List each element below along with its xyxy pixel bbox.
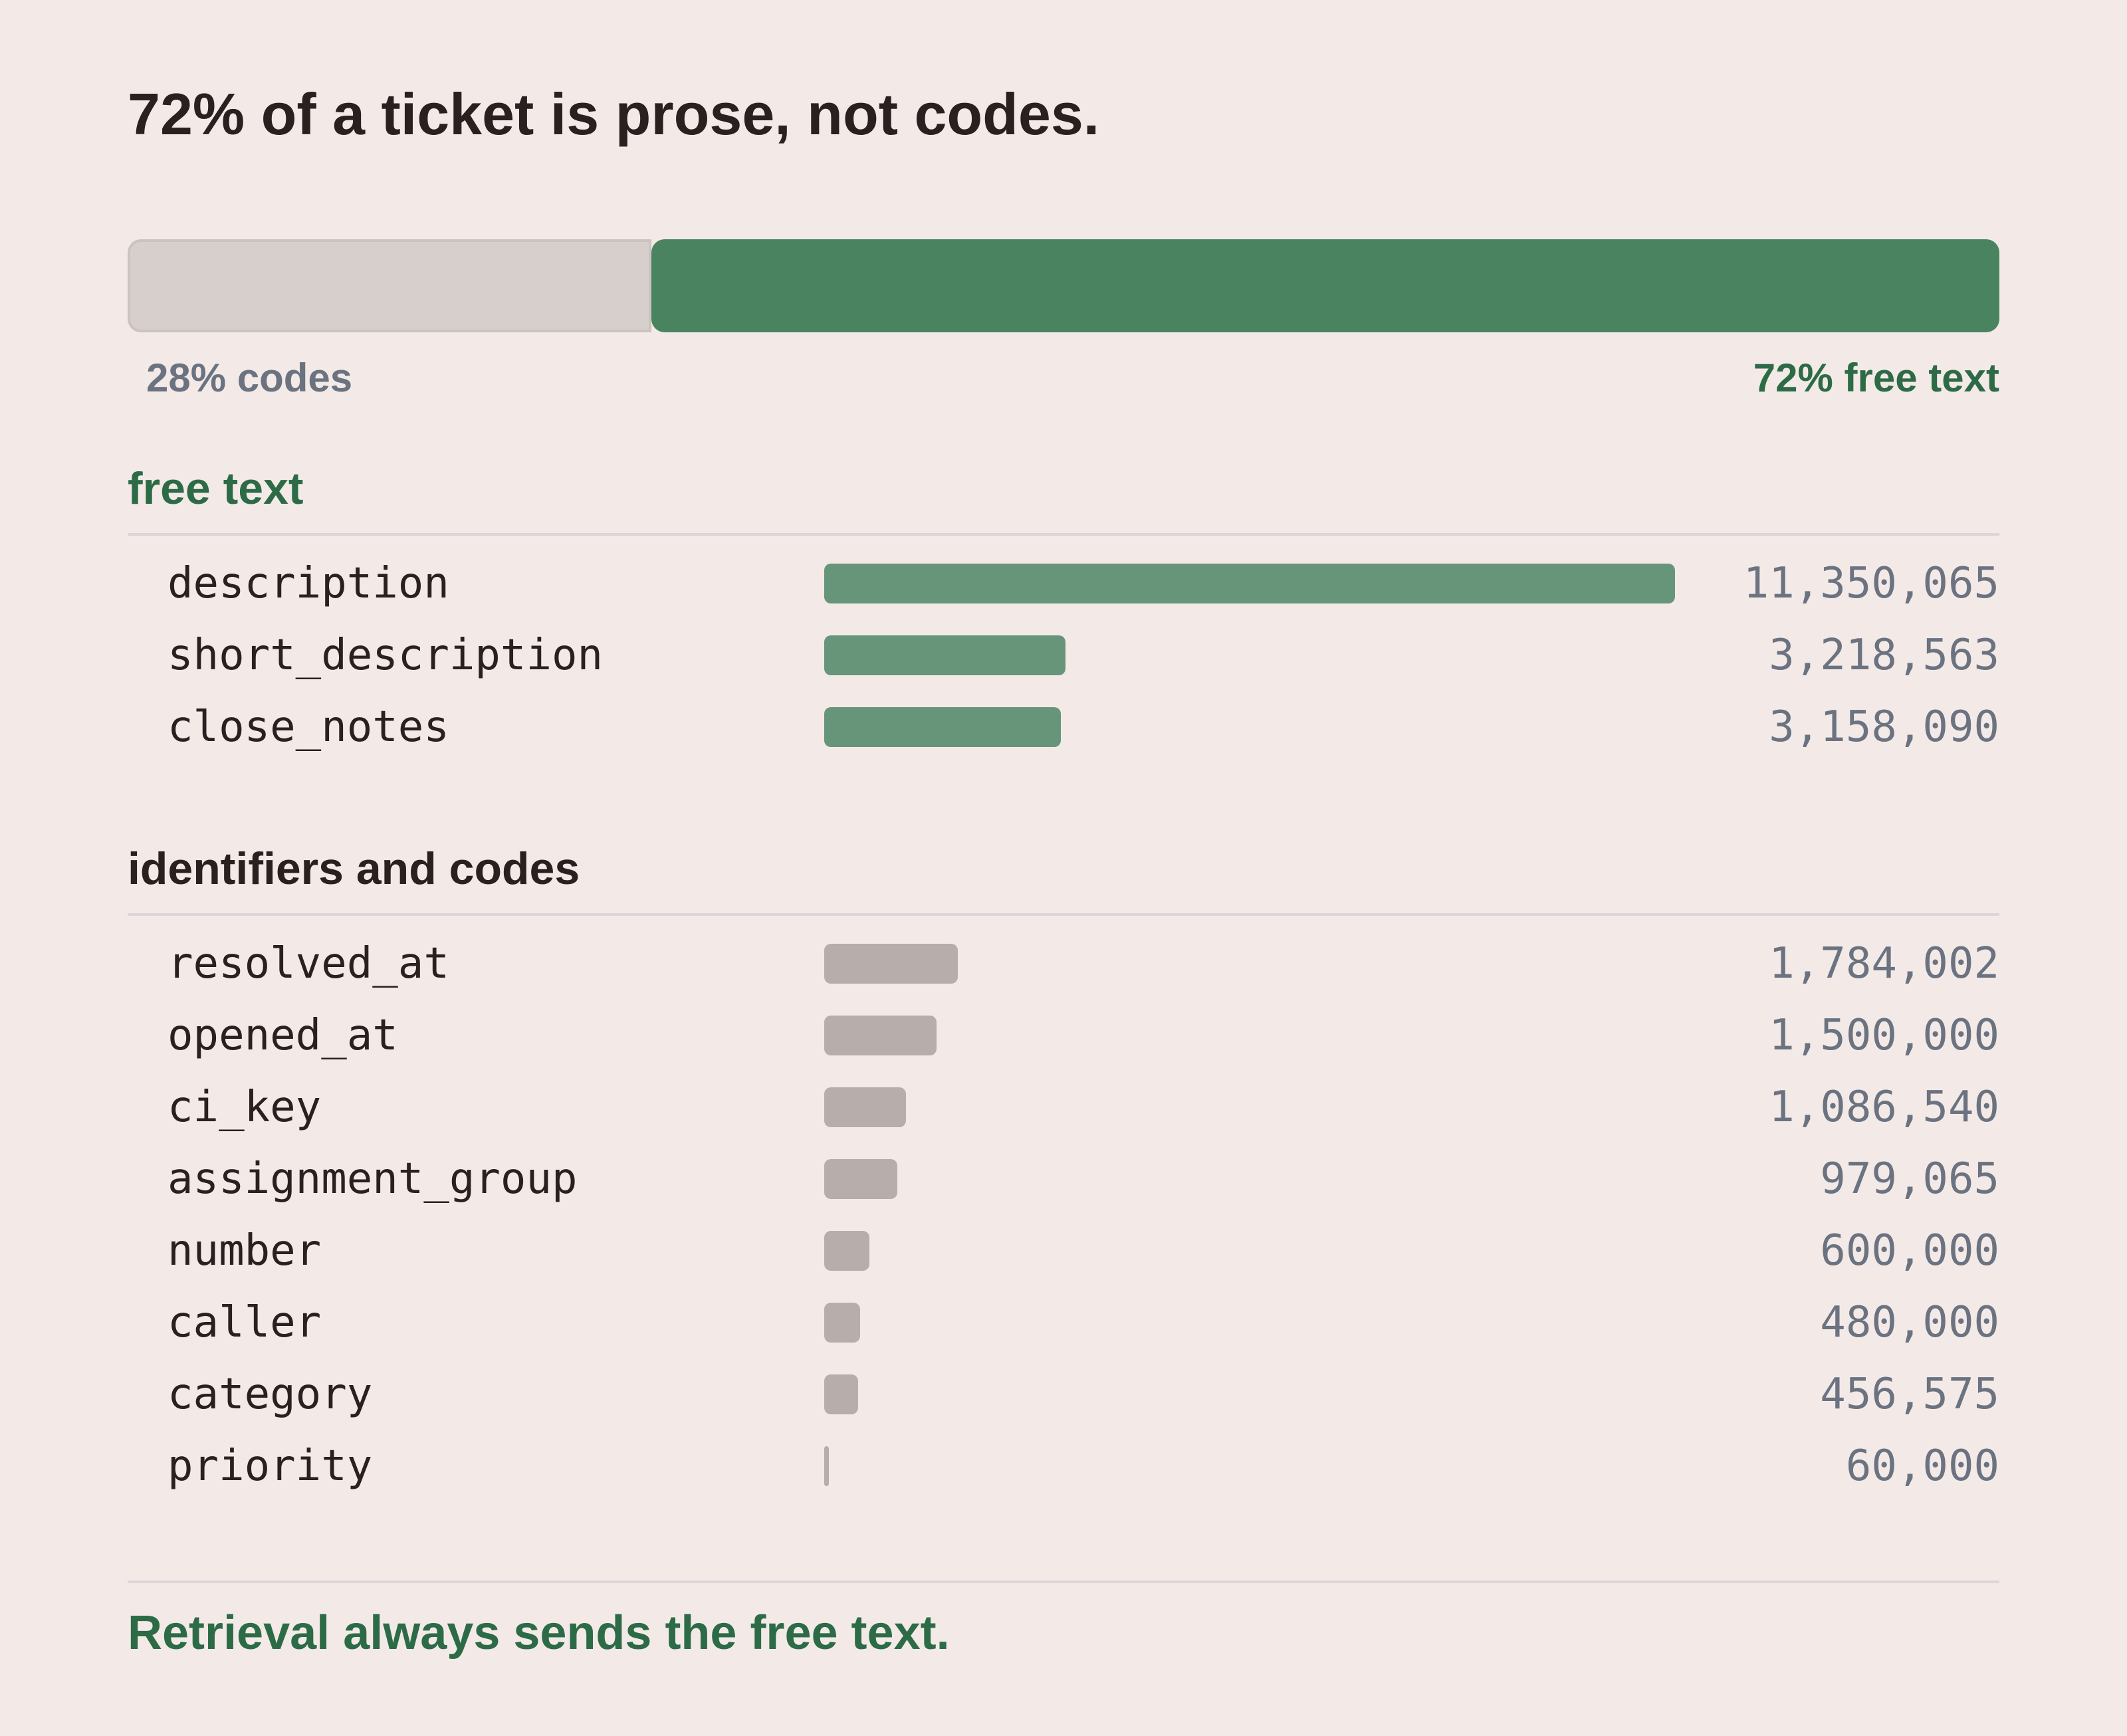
field-bar	[824, 944, 958, 984]
footer-takeaway: Retrieval always sends the free text.	[128, 1606, 950, 1660]
field-name: category	[168, 1370, 373, 1419]
field-row-caller: caller 480,000	[128, 1287, 1999, 1358]
field-value: 3,158,090	[1769, 703, 1999, 752]
field-value: 600,000	[1820, 1226, 1999, 1275]
field-bar	[824, 1374, 858, 1414]
field-name: caller	[168, 1298, 322, 1347]
field-bar	[824, 635, 1065, 675]
field-value: 1,784,002	[1769, 939, 1999, 988]
field-bar	[824, 707, 1061, 747]
field-name: resolved_at	[168, 939, 449, 988]
field-row-ci-key: ci_key 1,086,540	[128, 1071, 1999, 1143]
field-value: 456,575	[1820, 1370, 1999, 1419]
field-name: assignment_group	[168, 1154, 578, 1204]
field-bar	[824, 1446, 829, 1486]
field-row-opened-at: opened_at 1,500,000	[128, 1000, 1999, 1071]
field-value: 11,350,065	[1743, 559, 1999, 608]
field-bar	[824, 1231, 869, 1271]
field-bar	[824, 1087, 906, 1127]
group-title-identifiers-and-codes: identifiers and codes	[128, 843, 580, 894]
field-value: 3,218,563	[1769, 631, 1999, 680]
field-row-resolved-at: resolved_at 1,784,002	[128, 928, 1999, 1000]
field-bar	[824, 1016, 937, 1055]
field-name: opened_at	[168, 1011, 398, 1060]
split-label-codes: 28% codes	[146, 356, 353, 400]
field-name: short_description	[168, 631, 604, 680]
field-value: 979,065	[1820, 1154, 1999, 1204]
field-bar	[824, 564, 1675, 603]
field-row-close-notes: close_notes 3,158,090	[128, 691, 1999, 763]
field-row-description: description 11,350,065	[128, 548, 1999, 619]
chart-title: 72% of a ticket is prose, not codes.	[128, 81, 1100, 147]
field-row-category: category 456,575	[128, 1358, 1999, 1430]
field-name: priority	[168, 1442, 373, 1491]
field-name: description	[168, 559, 449, 608]
field-row-priority: priority 60,000	[128, 1430, 1999, 1502]
footer-divider	[128, 1580, 1999, 1583]
field-name: number	[168, 1226, 322, 1275]
split-segment-codes	[128, 239, 651, 332]
field-bar	[824, 1159, 897, 1199]
identifier-field-rows: resolved_at 1,784,002 opened_at 1,500,000 ci…	[128, 928, 1999, 1502]
field-value: 1,500,000	[1769, 1011, 1999, 1060]
field-value: 60,000	[1845, 1442, 1999, 1491]
free-text-field-rows: description 11,350,065 short_description 3,…	[128, 548, 1999, 763]
field-row-short-description: short_description 3,218,563	[128, 619, 1999, 691]
group-divider-identifiers-and-codes	[128, 913, 1999, 916]
split-segment-free-text	[651, 239, 1999, 332]
field-bar	[824, 1303, 860, 1343]
field-name: close_notes	[168, 703, 449, 752]
field-row-assignment-group: assignment_group 979,065	[128, 1143, 1999, 1215]
field-value: 480,000	[1820, 1298, 1999, 1347]
field-value: 1,086,540	[1769, 1083, 1999, 1132]
prose-vs-codes-split-bar	[128, 239, 1999, 332]
field-name: ci_key	[168, 1083, 322, 1132]
group-title-free-text: free text	[128, 463, 304, 514]
group-divider-free-text	[128, 533, 1999, 536]
split-label-free-text: 72% free text	[1753, 356, 1999, 400]
field-row-number: number 600,000	[128, 1215, 1999, 1287]
